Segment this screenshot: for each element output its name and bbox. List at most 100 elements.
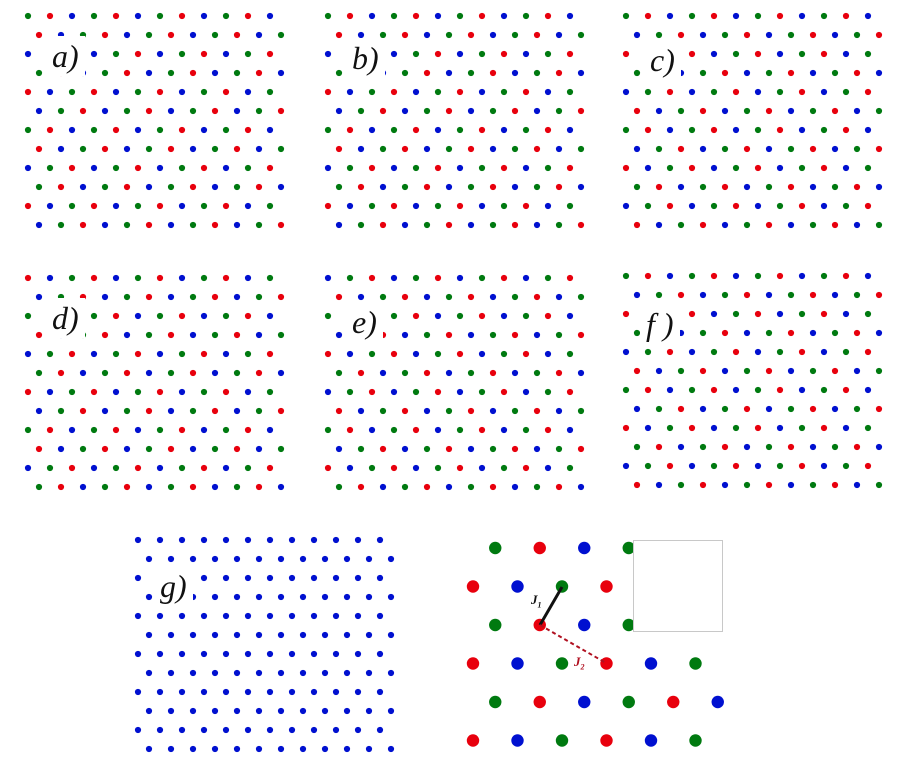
lattice-site [35, 483, 43, 491]
lattice-site [211, 445, 219, 453]
lattice-site [244, 574, 252, 582]
lattice-site [809, 183, 817, 191]
lattice-site [522, 88, 530, 96]
lattice-site [189, 369, 197, 377]
lattice-site [255, 707, 263, 715]
lattice-site [24, 164, 32, 172]
lattice-site [820, 126, 828, 134]
lattice-site [721, 329, 729, 337]
lattice-site [365, 707, 373, 715]
lattice-site [754, 88, 762, 96]
lattice-site [266, 12, 274, 20]
lattice-site [743, 69, 751, 77]
lattice-site [423, 483, 431, 491]
lattice-site [864, 386, 872, 394]
lattice-site [577, 145, 585, 153]
lattice-site [721, 145, 729, 153]
lattice-site [412, 426, 420, 434]
lattice-site [577, 407, 585, 415]
lattice-site [145, 369, 153, 377]
lattice-site [134, 574, 142, 582]
lattice-site [809, 367, 817, 375]
lattice-site [831, 329, 839, 337]
lattice-site [445, 145, 453, 153]
lattice-site [666, 386, 674, 394]
inset-site [600, 580, 613, 593]
lattice-site [332, 726, 340, 734]
lattice-site [357, 183, 365, 191]
lattice-site [387, 593, 395, 601]
lattice-site [798, 272, 806, 280]
lattice-site [321, 631, 329, 639]
lattice-site [820, 12, 828, 20]
lattice-site [456, 50, 464, 58]
lattice-site [732, 50, 740, 58]
lattice-site [200, 350, 208, 358]
lattice-site [222, 350, 230, 358]
lattice-site [134, 350, 142, 358]
lattice-site [112, 274, 120, 282]
lattice-site [277, 293, 285, 301]
lattice-site [266, 536, 274, 544]
lattice-site [577, 331, 585, 339]
lattice-site [489, 293, 497, 301]
lattice-site [776, 386, 784, 394]
lattice-site [412, 164, 420, 172]
lattice-site [809, 329, 817, 337]
lattice-site [222, 126, 230, 134]
lattice-site [90, 50, 98, 58]
lattice-site [343, 745, 351, 753]
lattice-site [500, 202, 508, 210]
lattice-site [566, 202, 574, 210]
lattice-site [299, 631, 307, 639]
lattice-panel-e [324, 274, 585, 491]
lattice-site [156, 126, 164, 134]
inset-site [689, 657, 702, 670]
lattice-site [765, 145, 773, 153]
lattice-site [299, 707, 307, 715]
lattice-site [167, 183, 175, 191]
inset-site [555, 580, 569, 593]
lattice-site [266, 726, 274, 734]
lattice-site [566, 164, 574, 172]
lattice-site [189, 555, 197, 563]
lattice-site [324, 350, 332, 358]
lattice-site [445, 369, 453, 377]
lattice-site [423, 369, 431, 377]
lattice-site [123, 69, 131, 77]
lattice-site [644, 12, 652, 20]
lattice-site [211, 483, 219, 491]
lattice-site [90, 164, 98, 172]
lattice-site [842, 164, 850, 172]
lattice-site [401, 145, 409, 153]
lattice-site [255, 69, 263, 77]
inset-site [555, 734, 569, 747]
lattice-site [68, 164, 76, 172]
lattice-site [566, 274, 574, 282]
lattice-site [211, 31, 219, 39]
lattice-site [178, 726, 186, 734]
lattice-site [500, 126, 508, 134]
lattice-site [456, 350, 464, 358]
lattice-site [511, 293, 519, 301]
lattice-site [335, 483, 343, 491]
lattice-site [776, 164, 784, 172]
lattice-site [79, 221, 87, 229]
lattice-site [633, 291, 641, 299]
panel-label-g: g) [154, 566, 193, 606]
lattice-site [699, 221, 707, 229]
inset-site [711, 695, 724, 709]
lattice-site [255, 145, 263, 153]
lattice-site [357, 145, 365, 153]
lattice-site [189, 669, 197, 677]
lattice-site [134, 464, 142, 472]
lattice-site [123, 293, 131, 301]
lattice-site [864, 126, 872, 134]
lattice-site [401, 483, 409, 491]
lattice-site [390, 50, 398, 58]
lattice-site [145, 69, 153, 77]
lattice-site [200, 312, 208, 320]
lattice-site [412, 12, 420, 20]
lattice-site [368, 88, 376, 96]
lattice-site [324, 164, 332, 172]
